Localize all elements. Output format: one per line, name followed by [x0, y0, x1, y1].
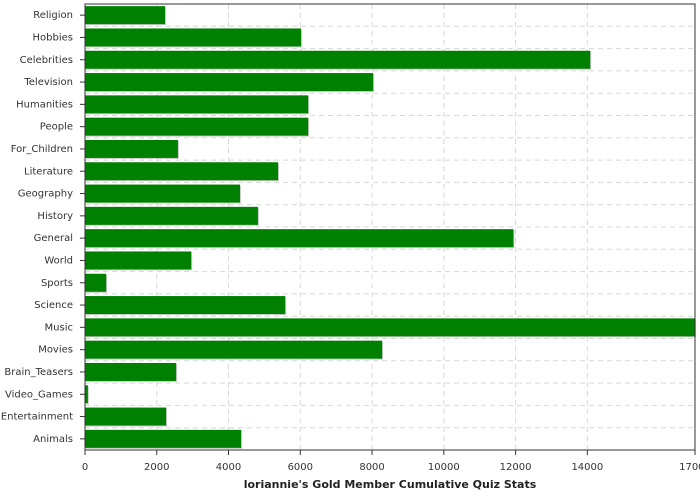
- bar: [85, 385, 88, 404]
- x-tick-label: 0: [82, 462, 88, 473]
- bar: [85, 184, 241, 203]
- y-tick-label: Geography: [18, 189, 73, 200]
- y-tick-label: Entertainment: [1, 412, 73, 423]
- bar: [85, 429, 242, 448]
- plot-frame: [84, 3, 696, 451]
- y-tick-label: Sports: [41, 278, 73, 289]
- x-tick-label: 12000: [500, 462, 532, 473]
- bar: [85, 340, 383, 359]
- y-tick-label: People: [40, 122, 73, 133]
- bar: [85, 296, 286, 315]
- bar: [85, 50, 591, 69]
- y-tick-label: Humanities: [16, 99, 73, 110]
- bar: [85, 407, 167, 426]
- y-tick-label: Religion: [33, 10, 73, 21]
- y-tick-label: Video_Games: [5, 389, 73, 400]
- y-tick-label: History: [37, 211, 73, 222]
- bar: [85, 139, 178, 158]
- bar: [85, 28, 302, 47]
- bar: [85, 251, 192, 270]
- y-tick-label: Literature: [24, 166, 73, 177]
- bar: [85, 162, 279, 181]
- y-tick-label: Music: [45, 322, 73, 333]
- bar: [85, 362, 177, 381]
- bar: [85, 95, 309, 114]
- x-tick-label: 17000: [679, 462, 700, 473]
- y-tick-label: For_Children: [11, 144, 73, 155]
- y-tick-label: Movies: [38, 345, 73, 356]
- bar: [85, 6, 166, 25]
- x-tick-label: 4000: [216, 462, 241, 473]
- x-tick-label: 8000: [359, 462, 384, 473]
- x-axis-title: loriannie's Gold Member Cumulative Quiz …: [244, 478, 537, 491]
- bar: [85, 318, 695, 337]
- x-tick-label: 14000: [571, 462, 603, 473]
- bar: [85, 273, 107, 292]
- bar: [85, 206, 258, 225]
- x-tick-label: 6000: [288, 462, 313, 473]
- y-tick-label: Brain_Teasers: [4, 367, 73, 378]
- x-tick-label: 10000: [428, 462, 460, 473]
- y-tick-label: Hobbies: [33, 32, 73, 43]
- y-tick-label: Celebrities: [20, 55, 73, 66]
- bar: [85, 229, 514, 248]
- y-tick-label: World: [44, 255, 73, 266]
- y-tick-label: Animals: [33, 434, 73, 445]
- bar: [85, 73, 374, 92]
- x-tick-label: 2000: [144, 462, 169, 473]
- bar: [85, 117, 309, 136]
- y-tick-label: Television: [23, 77, 73, 88]
- y-tick-label: Science: [34, 300, 73, 311]
- y-tick-label: General: [34, 233, 73, 244]
